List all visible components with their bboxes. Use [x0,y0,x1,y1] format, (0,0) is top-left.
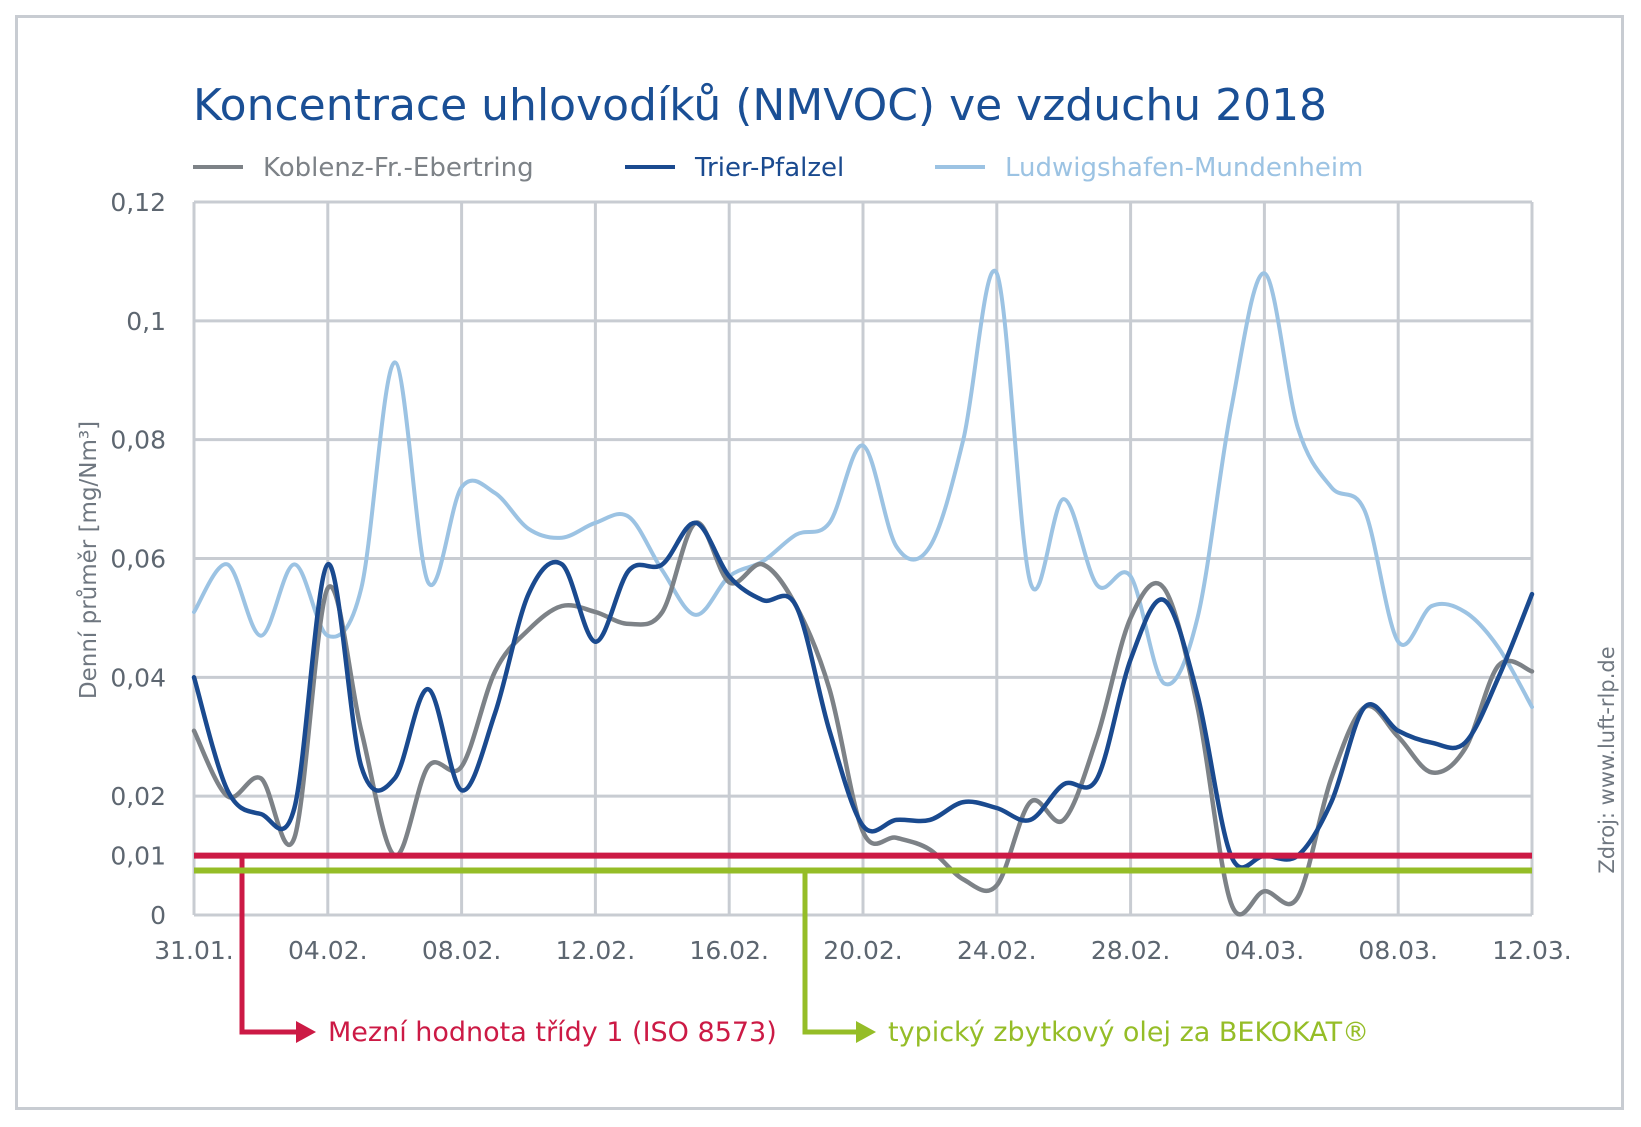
y-axis-ticks: 0 0,01 0,02 0,04 0,06 0,08 0,1 0,12 [110,188,166,930]
grid [192,200,1534,917]
reference-callout-connector [802,870,858,1035]
arrow-right-icon [856,1021,876,1043]
y-tick-label: 0,01 [110,842,166,871]
x-tick-label: 04.03. [1225,936,1305,965]
y-tick-label: 0,02 [110,782,166,811]
y-axis-label: Denní průměr [mg/Nm³] [75,421,102,699]
series-line-koblenz-fr-ebertring [191,520,1535,917]
x-tick-label: 08.02. [422,936,502,965]
x-tick-label: 12.03. [1492,936,1572,965]
legend-label: Ludwigshafen-Mundenheim [1005,153,1363,183]
y-tick-label: 0,1 [126,307,166,336]
reference-callout-connector [239,855,298,1035]
y-tick-label: 0 [150,901,166,930]
reference-lines: Mezní hodnota třídy 1 (ISO 8573) typický … [194,852,1532,1048]
legend-label: Koblenz-Fr.-Ebertring [263,153,534,183]
x-tick-label: 20.02. [823,936,903,965]
arrow-right-icon [296,1021,316,1043]
x-tick-label: 31.01. [154,936,234,965]
x-tick-label: 24.02. [957,936,1037,965]
source-credit: Zdroj: www.luft-rlp.de [1595,646,1619,873]
y-tick-label: 0,04 [110,663,166,692]
reference-label: Mezní hodnota třídy 1 (ISO 8573) [328,1017,777,1048]
x-tick-label: 04.02. [288,936,368,965]
legend: Koblenz-Fr.-Ebertring Trier-Pfalzel Ludwig… [193,153,1363,183]
y-tick-label: 0,06 [110,545,166,574]
x-tick-label: 28.02. [1091,936,1171,965]
legend-label: Trier-Pfalzel [694,153,844,183]
y-tick-label: 0,12 [110,188,166,217]
chart-frame [15,15,1624,1110]
x-axis-ticks: 31.01. 04.02. 08.02. 12.02. 16.02. 20.02. 24.0… [154,936,1572,965]
reference-label: typický zbytkový olej za BEKOKAT® [888,1017,1369,1048]
x-tick-label: 08.03. [1358,936,1438,965]
x-tick-label: 12.02. [556,936,636,965]
series-line-ludwigshafen-mundenheim [192,268,1534,709]
chart-title: Koncentrace uhlovodíků (NMVOC) ve vzduch… [193,80,1327,131]
y-tick-label: 0,08 [110,426,166,455]
x-tick-label: 16.02. [689,936,769,965]
